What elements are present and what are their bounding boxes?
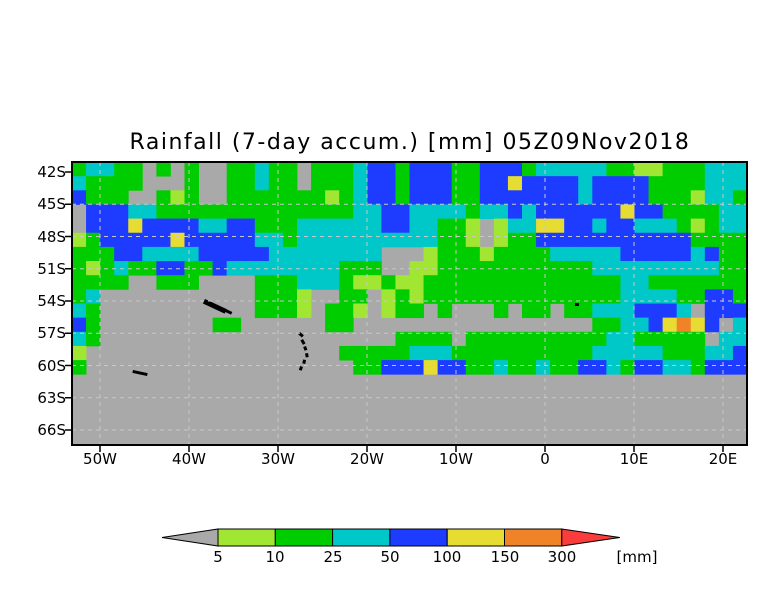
colorbar-tick-label: 50 xyxy=(380,548,400,566)
island-mark xyxy=(224,308,233,315)
y-axis-label: 51S xyxy=(37,259,66,278)
x-axis-label: 40W xyxy=(172,450,206,468)
y-axis-label: 66S xyxy=(37,421,66,439)
x-axis-label: 50W xyxy=(83,450,117,468)
island-mark xyxy=(202,299,227,314)
y-axis-label: 48S xyxy=(37,227,66,246)
plot-title: Rainfall (7-day accum.) [mm] 05Z09Nov201… xyxy=(129,130,691,155)
colorbar-tick-label: 25 xyxy=(323,548,343,566)
colorbar-tick-label: 10 xyxy=(265,548,285,566)
x-axis-label: 30W xyxy=(261,450,295,468)
x-axis-label: 20E xyxy=(708,450,738,468)
y-axis-label: 57S xyxy=(37,324,66,343)
island-mark xyxy=(575,303,579,306)
colorbar-tick-label: 100 xyxy=(432,548,462,566)
colorbar-units-label: [mm] xyxy=(616,548,658,566)
island-mark xyxy=(302,359,306,364)
island-mark xyxy=(300,338,306,345)
island-mark xyxy=(305,353,309,358)
colorbar-segment xyxy=(274,528,334,547)
rainfall-map xyxy=(65,161,748,452)
map-frame xyxy=(71,161,748,446)
x-axis-label: 20W xyxy=(350,450,384,468)
x-axis-label: 10E xyxy=(619,450,649,468)
colorbar-tick-label: 150 xyxy=(490,548,520,566)
colorbar-tick-label: 5 xyxy=(213,548,223,566)
colorbar-tick-label: 300 xyxy=(547,548,577,566)
island-coastline-marks xyxy=(132,299,579,377)
axis-tick-marks xyxy=(65,171,724,452)
y-axis-label: 54S xyxy=(37,292,66,310)
colorbar-segment xyxy=(504,528,563,547)
island-mark xyxy=(298,365,303,371)
colorbar-segment xyxy=(332,528,391,547)
y-axis-label: 60S xyxy=(37,356,66,375)
island-mark xyxy=(132,370,148,377)
y-axis-label: 45S xyxy=(37,195,66,214)
colorbar-arrow-left xyxy=(161,528,219,547)
y-axis-label: 42S xyxy=(37,163,66,181)
y-axis-label: 63S xyxy=(37,388,66,407)
rainfall-colorbar xyxy=(161,528,620,547)
colorbar-segment xyxy=(446,528,506,547)
lat-lon-gridlines xyxy=(72,162,747,445)
x-axis-label: 0 xyxy=(540,450,550,468)
island-mark xyxy=(303,346,308,351)
x-axis-label: 10W xyxy=(439,450,473,468)
colorbar-segment xyxy=(217,528,276,547)
colorbar-segment xyxy=(389,528,448,547)
colorbar-arrow-right xyxy=(561,528,620,547)
